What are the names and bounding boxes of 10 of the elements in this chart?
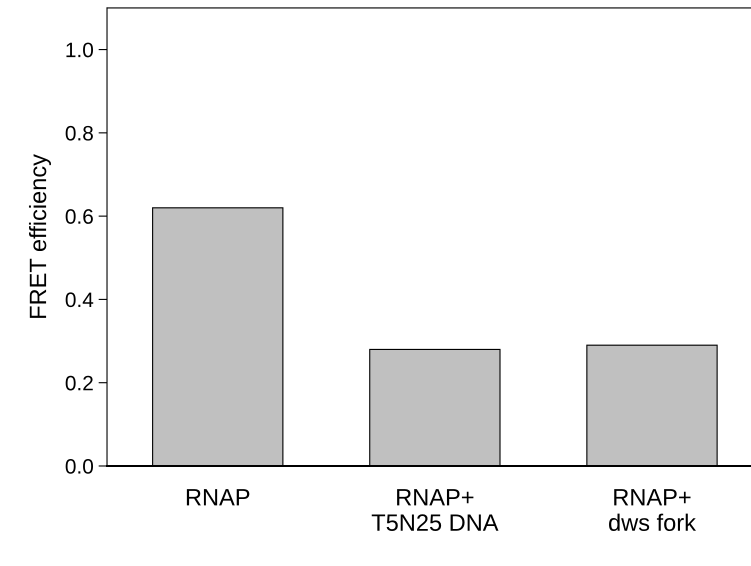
y-tick-label: 0.6 [66, 209, 93, 224]
x-tick-label: RNAP [186, 489, 250, 506]
x-tick-label: RNAP+ T5N25 DNA [372, 489, 498, 531]
y-tick-label: 0.0 [66, 458, 94, 474]
y-tick-label: 1.0 [66, 42, 94, 58]
x-tick-label: RNAP+ dws fork [609, 489, 696, 531]
y-tick-label: 0.2 [66, 376, 93, 390]
y-tick-label: 0.4 [66, 292, 94, 308]
y-tick-label: 0.8 [66, 126, 93, 141]
y-axis-title: FRET efficiency [28, 154, 51, 318]
